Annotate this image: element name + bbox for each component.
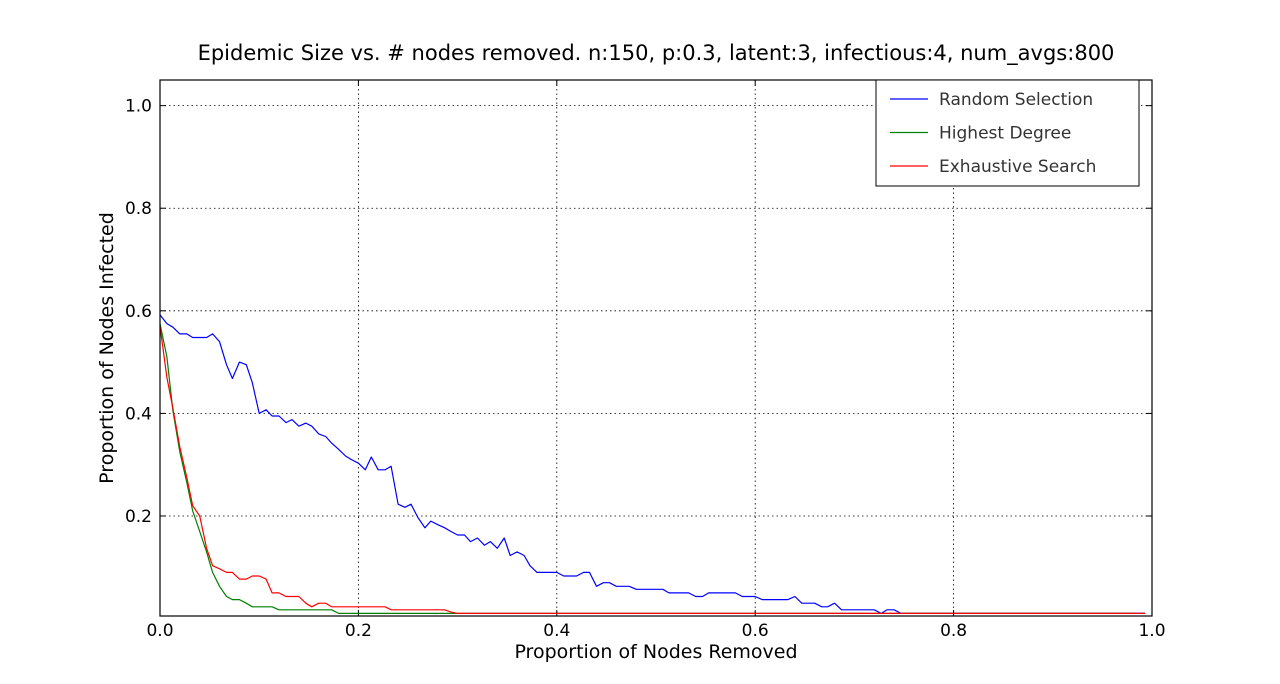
y-tick-label: 0.2 [125,507,152,527]
legend-entry: Highest Degree [939,124,1071,144]
legend-entry: Exhaustive Search [939,157,1096,177]
series-lines [159,314,1146,615]
x-tick-label: 0.6 [742,621,769,641]
series-line-random-selection [159,314,1146,615]
grid [160,80,1152,616]
series-line-highest-degree [159,323,1146,615]
y-tick-label: 0.8 [125,199,152,219]
x-tick-label: 0.8 [940,621,967,641]
y-tick-label: 1.0 [125,97,152,117]
legend-entry: Random Selection [939,90,1093,110]
y-tick-label: 0.6 [125,302,152,322]
x-tick-label: 0.0 [146,621,173,641]
y-axis-label: Proportion of Nodes Infected [96,212,118,484]
x-tick-label: 1.0 [1138,621,1165,641]
x-tick-label: 0.2 [345,621,372,641]
series-line-exhaustive-search [159,326,1146,615]
legend: Random Selection Highest Degree Exhaustive… [875,79,1140,187]
tick-labels: 0.0 0.2 0.4 0.6 0.8 1.0 0.2 0.4 0.6 0.8 1.0 [125,97,1166,641]
plot-frame [159,79,1153,617]
x-tick-label: 0.4 [543,621,570,641]
y-tick-label: 0.4 [125,404,152,424]
chart-title: Epidemic Size vs. # nodes removed. n:150… [198,41,1115,66]
x-axis-label: Proportion of Nodes Removed [514,641,797,663]
